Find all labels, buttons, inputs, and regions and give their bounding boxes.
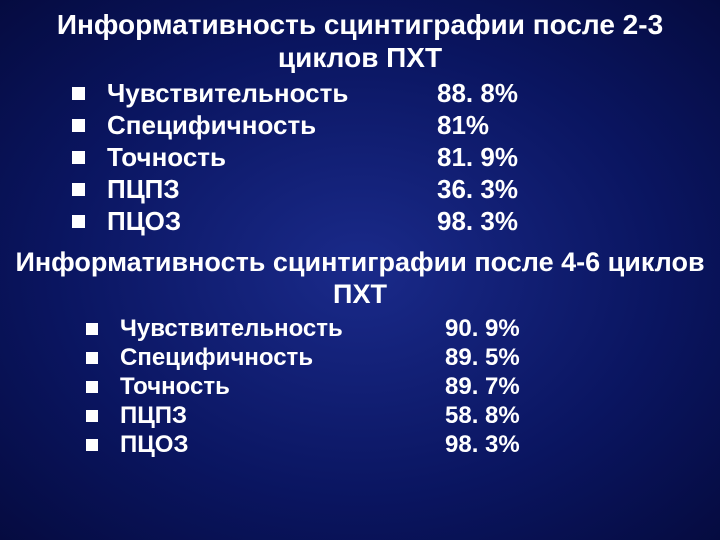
metric-label: ПЦОЗ bbox=[107, 206, 437, 237]
list-item: Специфичность 81% bbox=[72, 110, 712, 141]
square-bullet-icon bbox=[86, 439, 98, 451]
section2-heading: Информативность сцинтиграфии после 4-6 ц… bbox=[8, 247, 712, 311]
metric-label: Специфичность bbox=[107, 110, 437, 141]
metric-label: Точность bbox=[107, 142, 437, 173]
metric-value: 89. 7% bbox=[445, 373, 520, 401]
metric-value: 88. 8% bbox=[437, 78, 518, 109]
section1-list: Чувствительность 88. 8% Специфичность 81… bbox=[72, 78, 712, 237]
metric-label: Чувствительность bbox=[107, 78, 437, 109]
metric-value: 36. 3% bbox=[437, 174, 518, 205]
square-bullet-icon bbox=[72, 215, 85, 228]
metric-value: 98. 3% bbox=[445, 431, 520, 459]
list-item: Чувствительность 88. 8% bbox=[72, 78, 712, 109]
metric-label: Точность bbox=[120, 373, 445, 401]
square-bullet-icon bbox=[86, 381, 98, 393]
list-item: Специфичность 89. 5% bbox=[86, 344, 712, 372]
square-bullet-icon bbox=[72, 183, 85, 196]
square-bullet-icon bbox=[86, 323, 98, 335]
square-bullet-icon bbox=[72, 119, 85, 132]
metric-label: Чувствительность bbox=[120, 315, 445, 343]
section2-list: Чувствительность 90. 9% Специфичность 89… bbox=[86, 315, 712, 459]
metric-value: 98. 3% bbox=[437, 206, 518, 237]
square-bullet-icon bbox=[86, 410, 98, 422]
list-item: ПЦПЗ 58. 8% bbox=[86, 402, 712, 430]
metric-value: 89. 5% bbox=[445, 344, 520, 372]
slide: Информативность сцинтиграфии после 2-3 ц… bbox=[0, 0, 720, 540]
metric-label: ПЦПЗ bbox=[107, 174, 437, 205]
metric-label: ПЦПЗ bbox=[120, 402, 445, 430]
square-bullet-icon bbox=[72, 151, 85, 164]
square-bullet-icon bbox=[86, 352, 98, 364]
metric-value: 58. 8% bbox=[445, 402, 520, 430]
list-item: ПЦОЗ 98. 3% bbox=[72, 206, 712, 237]
list-item: ПЦПЗ 36. 3% bbox=[72, 174, 712, 205]
metric-value: 81% bbox=[437, 110, 489, 141]
metric-label: Специфичность bbox=[120, 344, 445, 372]
section1-heading: Информативность сцинтиграфии после 2-3 ц… bbox=[8, 8, 712, 74]
list-item: Точность 81. 9% bbox=[72, 142, 712, 173]
square-bullet-icon bbox=[72, 87, 85, 100]
list-item: Чувствительность 90. 9% bbox=[86, 315, 712, 343]
list-item: ПЦОЗ 98. 3% bbox=[86, 431, 712, 459]
list-item: Точность 89. 7% bbox=[86, 373, 712, 401]
metric-label: ПЦОЗ bbox=[120, 431, 445, 459]
metric-value: 90. 9% bbox=[445, 315, 520, 343]
metric-value: 81. 9% bbox=[437, 142, 518, 173]
